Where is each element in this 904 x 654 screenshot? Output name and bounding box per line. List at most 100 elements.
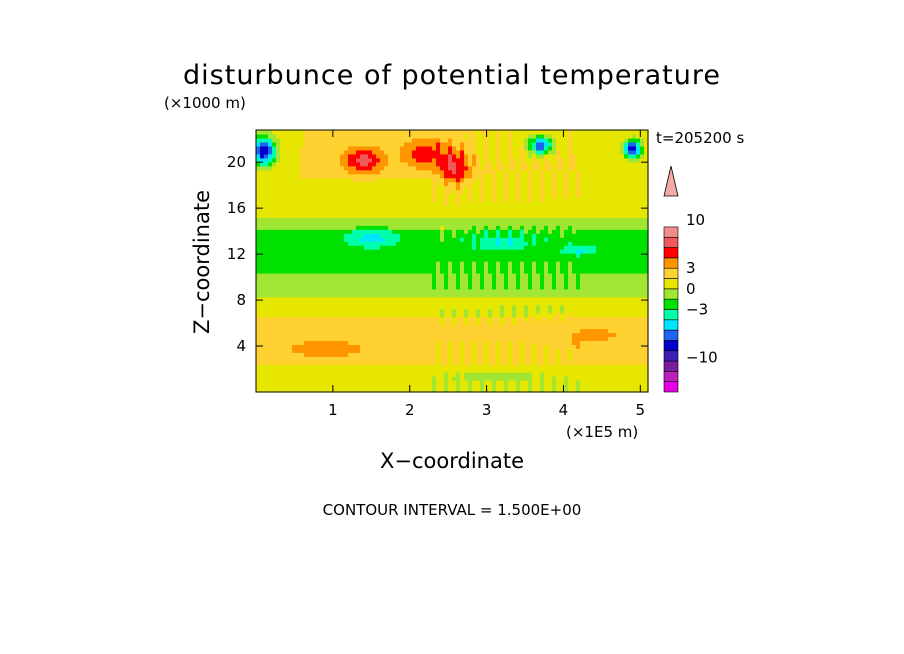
heatmap-cell xyxy=(512,328,517,334)
heatmap-cell xyxy=(256,201,261,207)
heatmap-cell xyxy=(604,340,609,345)
heatmap-cell xyxy=(416,368,421,373)
heatmap-cell xyxy=(268,296,273,302)
heatmap-cell xyxy=(412,312,417,318)
heatmap-cell xyxy=(316,189,321,195)
heatmap-cell xyxy=(576,233,581,238)
heatmap-cell xyxy=(376,272,381,278)
heatmap-cell xyxy=(560,193,565,199)
heatmap-cell xyxy=(628,332,633,338)
heatmap-cell xyxy=(504,368,509,373)
heatmap-cell xyxy=(524,380,529,385)
heatmap-cell xyxy=(412,320,417,326)
heatmap-cell xyxy=(632,201,637,207)
heatmap-cell xyxy=(280,257,285,262)
heatmap-cell xyxy=(452,320,457,326)
heatmap-cell xyxy=(276,328,281,334)
heatmap-cell xyxy=(360,376,365,381)
heatmap-cell xyxy=(620,249,625,254)
heatmap-cell xyxy=(436,225,441,230)
heatmap-cell xyxy=(288,300,293,306)
heatmap-cell xyxy=(408,360,413,365)
heatmap-cell xyxy=(380,300,385,306)
heatmap-cell xyxy=(356,368,361,373)
heatmap-cell xyxy=(308,344,313,349)
heatmap-cell xyxy=(528,237,533,242)
heatmap-cell xyxy=(572,225,577,230)
heatmap-cell xyxy=(316,368,321,373)
heatmap-cell xyxy=(632,388,637,393)
heatmap-cell xyxy=(592,308,597,314)
heatmap-cell xyxy=(296,209,301,214)
heatmap-cell xyxy=(328,344,333,349)
heatmap-cell xyxy=(452,360,457,365)
heatmap-cell xyxy=(596,272,601,278)
heatmap-cell xyxy=(620,193,625,199)
heatmap-cell xyxy=(440,189,445,195)
heatmap-cell xyxy=(568,308,573,314)
heatmap-cell xyxy=(276,249,281,254)
heatmap-cell xyxy=(308,348,313,353)
heatmap-cell xyxy=(364,257,369,262)
heatmap-cell xyxy=(608,340,613,345)
heatmap-cell xyxy=(624,292,629,298)
heatmap-cell xyxy=(260,272,265,278)
heatmap-cell xyxy=(340,336,345,341)
heatmap-cell xyxy=(612,193,617,199)
heatmap-cell xyxy=(388,360,393,365)
heatmap-cell xyxy=(344,320,349,326)
heatmap-cell xyxy=(268,205,273,210)
heatmap-cell xyxy=(276,312,281,318)
heatmap-cell xyxy=(464,308,469,314)
heatmap-cell xyxy=(608,300,613,306)
heatmap-cell xyxy=(556,229,561,234)
heatmap-cell xyxy=(376,316,381,322)
heatmap-cell xyxy=(620,245,625,250)
heatmap-cell xyxy=(460,292,465,298)
heatmap-cell xyxy=(460,225,465,230)
heatmap-cell xyxy=(456,276,461,282)
heatmap-cell xyxy=(260,280,265,286)
heatmap-cell xyxy=(580,237,585,242)
heatmap-cell xyxy=(296,225,301,230)
heatmap-cell xyxy=(268,360,273,365)
heatmap-cell xyxy=(436,261,441,266)
heatmap-cell xyxy=(272,261,277,266)
heatmap-cell xyxy=(412,340,417,345)
heatmap-cell xyxy=(484,268,489,274)
heatmap-cell xyxy=(632,264,637,270)
heatmap-cell xyxy=(360,340,365,345)
heatmap-cell xyxy=(500,356,505,361)
heatmap-cell xyxy=(388,304,393,310)
heatmap-cell xyxy=(536,284,541,290)
heatmap-cell xyxy=(384,324,389,330)
heatmap-cell xyxy=(620,388,625,393)
heatmap-cell xyxy=(360,197,365,203)
heatmap-cell xyxy=(308,280,313,286)
heatmap-cell xyxy=(484,245,489,250)
heatmap-cell xyxy=(532,197,537,203)
heatmap-cell xyxy=(284,332,289,338)
heatmap-cell xyxy=(304,233,309,238)
heatmap-cell xyxy=(624,193,629,199)
heatmap-cell xyxy=(392,328,397,334)
heatmap-cell xyxy=(560,217,565,222)
heatmap-cell xyxy=(636,360,641,365)
heatmap-cell xyxy=(412,372,417,377)
heatmap-cell xyxy=(356,316,361,322)
heatmap-cell xyxy=(404,368,409,373)
heatmap-cell xyxy=(564,245,569,250)
heatmap-cell xyxy=(360,380,365,385)
heatmap-cell xyxy=(284,201,289,207)
heatmap-cell xyxy=(612,380,617,385)
heatmap-cell xyxy=(580,229,585,234)
heatmap-cell xyxy=(588,253,593,258)
heatmap-cell xyxy=(632,340,637,345)
heatmap-cell xyxy=(568,324,573,330)
heatmap-cell xyxy=(472,225,477,230)
heatmap-cell xyxy=(384,356,389,361)
heatmap-cell xyxy=(636,316,641,322)
heatmap-cell xyxy=(356,292,361,298)
heatmap-cell xyxy=(536,225,541,230)
